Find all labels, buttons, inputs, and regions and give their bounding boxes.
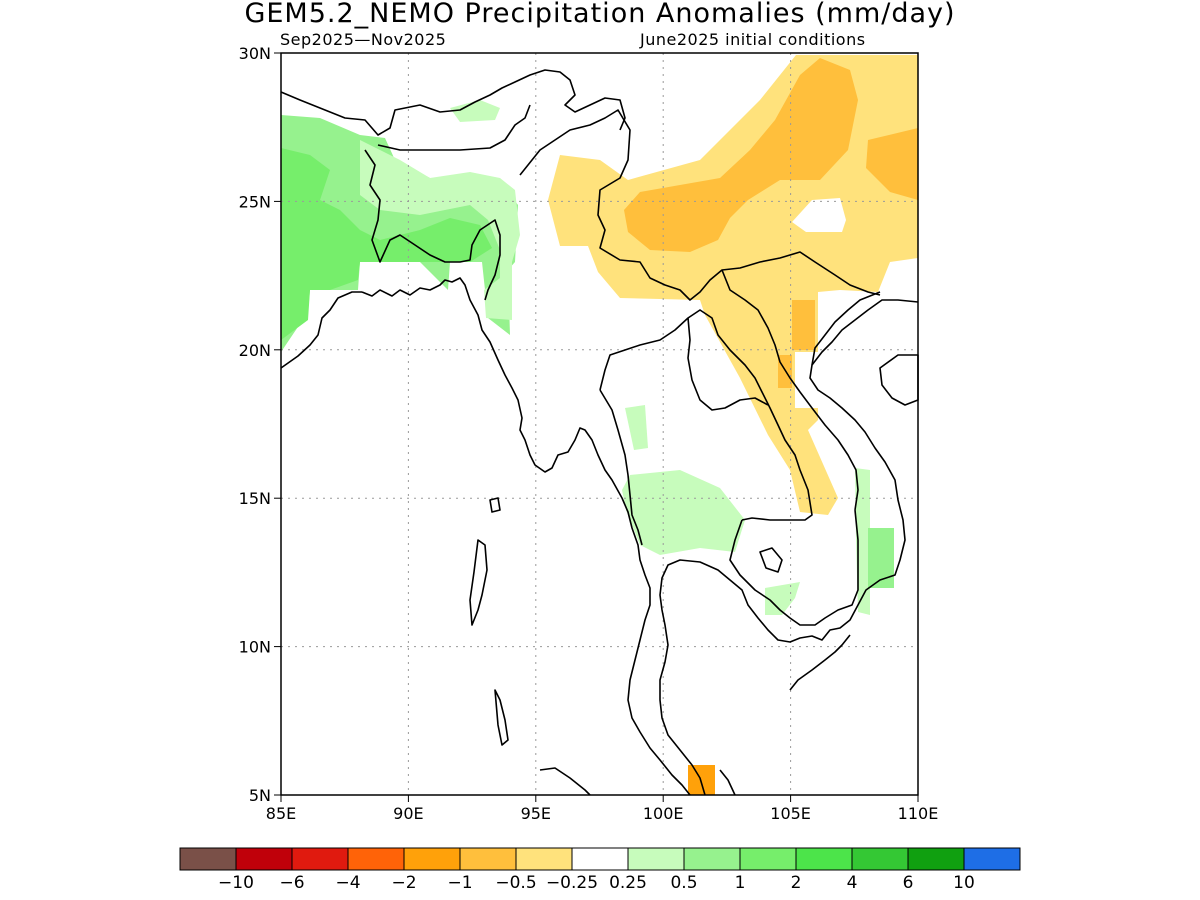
northeast-india-border [377, 104, 531, 151]
colorbar-swatch [907, 847, 965, 871]
hainan-island [879, 354, 919, 406]
tonkin-coast [811, 291, 881, 366]
andaman-islands [469, 539, 488, 626]
map-frame [280, 52, 919, 796]
sumatra-tip [539, 767, 591, 796]
latitude-tick-label: 25N [239, 192, 271, 211]
neutral-gap-north [792, 198, 846, 232]
colorbar-swatch [291, 847, 349, 871]
strong-positive-region-west [281, 148, 492, 340]
colorbar-swatch [403, 847, 461, 871]
colorbar-label: −0.25 [546, 873, 598, 893]
positive-anomaly-region-cambodia [765, 582, 800, 615]
colorbar-swatch [179, 847, 237, 871]
positive-anomaly-region-west [281, 115, 518, 352]
initial-conditions: June2025 initial conditions [640, 30, 866, 49]
laos-thailand-mekong [687, 317, 769, 411]
positive-anomaly-region-vietnam-east [868, 528, 894, 588]
moderate-negative-region-east [866, 128, 918, 200]
laos-vietnam-border [721, 269, 859, 511]
malay-peninsula [719, 769, 736, 796]
colorbar-label: −1 [447, 873, 472, 893]
sundarbans-coast [361, 277, 691, 796]
colorbar-swatch [851, 847, 909, 871]
latitude-tick-label: 10N [239, 638, 271, 657]
colorbar: −10 −6 −4 −2 −1 −0.5 −0.25 0.25 0.5 1 2 4 6 10 [179, 847, 1021, 893]
cambodia-border [729, 509, 859, 626]
colorbar-label: −6 [279, 873, 304, 893]
colorbar-swatch [627, 847, 685, 871]
moderate-negative-region-north [624, 58, 858, 252]
tonle-sap-lake [759, 547, 783, 573]
india-east-coast [280, 291, 362, 369]
longitude-tick-label: 105E [770, 804, 811, 823]
coastlines-and-borders [280, 69, 919, 796]
map-title: GEM5.2_NEMO Precipitation Anomalies (mm/… [244, 0, 956, 29]
colorbar-swatch [515, 847, 573, 871]
colorbar-swatch [347, 847, 405, 871]
latitude-tick-label: 5N [249, 786, 271, 805]
colorbar-label: −0.5 [495, 873, 536, 893]
positive-anomaly-region-thailand-north [625, 405, 648, 450]
mekong-delta-coast [789, 634, 851, 691]
longitude-tick-label: 90E [393, 804, 423, 823]
coco-islands [489, 497, 501, 513]
anomaly-shading [281, 55, 918, 795]
moderate-negative-region-malaysia [688, 765, 715, 795]
colorbar-swatch [795, 847, 853, 871]
graticule [281, 53, 918, 795]
latitude-ticks: 5N 10N 15N 20N 25N 30N [239, 44, 281, 805]
longitude-tick-label: 95E [521, 804, 551, 823]
nicobar-islands [494, 689, 509, 746]
positive-anomaly-region-tibet [450, 100, 500, 122]
longitude-ticks: 85E 90E 95E 100E 105E 110E [266, 795, 939, 823]
himalaya-border [280, 69, 626, 136]
colorbar-label: 4 [847, 873, 858, 893]
gulf-of-thailand-coast [659, 299, 919, 796]
latitude-tick-label: 30N [239, 44, 271, 63]
positive-anomaly-region-thailand [622, 470, 745, 555]
thailand-myanmar-border [599, 389, 643, 546]
bangladesh-border [364, 149, 501, 301]
latitude-tick-label: 20N [239, 341, 271, 360]
colorbar-swatch [235, 847, 293, 871]
colorbar-swatch [571, 847, 629, 871]
colorbar-swatch [739, 847, 797, 871]
light-positive-region-west [360, 140, 520, 320]
latitude-tick-label: 15N [239, 489, 271, 508]
colorbar-label: 10 [953, 873, 975, 893]
colorbar-label: 0.25 [609, 873, 647, 893]
colorbar-label: 6 [903, 873, 914, 893]
colorbar-label: −4 [335, 873, 360, 893]
negative-anomaly-region-north [548, 55, 918, 515]
longitude-tick-label: 110E [898, 804, 939, 823]
longitude-tick-label: 100E [643, 804, 684, 823]
longitude-tick-label: 85E [266, 804, 296, 823]
thailand-laos-border [599, 309, 813, 521]
colorbar-label: −2 [391, 873, 416, 893]
colorbar-label: −10 [218, 873, 254, 893]
colorbar-swatch [459, 847, 517, 871]
colorbar-label: 0.5 [670, 873, 697, 893]
colorbar-swatch [683, 847, 741, 871]
moderate-negative-region-laos [792, 300, 815, 350]
colorbar-swatch [963, 847, 1021, 871]
colorbar-label: 2 [791, 873, 802, 893]
forecast-period: Sep2025—Nov2025 [280, 30, 447, 49]
colorbar-label: 1 [735, 873, 746, 893]
myanmar-china-border [519, 109, 881, 301]
